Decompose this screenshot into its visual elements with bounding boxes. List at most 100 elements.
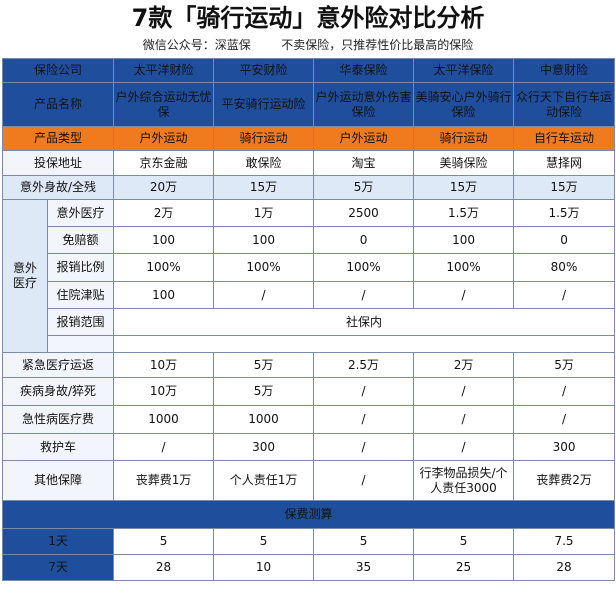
disease-2: 5万 — [213, 377, 315, 406]
ratio-5: 80% — [513, 253, 616, 282]
label-deductible: 免赔额 — [46, 226, 115, 254]
label-company: 保险公司 — [1, 58, 115, 83]
channel-4: 美骑保险 — [413, 150, 515, 176]
deductible-1: 100 — [113, 226, 215, 254]
evac-5: 5万 — [513, 352, 616, 378]
row-hospital: 住院津贴 100 / / / / — [3, 281, 616, 309]
other-5: 丧葬费2万 — [513, 460, 616, 501]
day1-5: 7.5 — [513, 528, 616, 555]
ratio-1: 100% — [113, 253, 215, 282]
ambulance-5: 300 — [513, 433, 616, 461]
row-premium-section: 保费测算 — [1, 500, 616, 529]
death-3: 5万 — [313, 175, 415, 200]
evac-2: 5万 — [213, 352, 315, 378]
row-type: 产品类型 户外运动 骑行运动 户外运动 骑行运动 自行车运动 — [1, 126, 616, 151]
label-medical-group: 意外医疗 — [2, 199, 48, 353]
medical-4: 1.5万 — [413, 199, 515, 227]
label-evac: 紧急医疗运返 — [1, 352, 115, 378]
product-1: 户外综合运动无忧保 — [113, 82, 215, 127]
ratio-3: 100% — [313, 253, 415, 282]
day1-4: 5 — [413, 528, 515, 555]
medical-2: 1万 — [213, 199, 315, 227]
deductible-5: 0 — [513, 226, 616, 254]
product-2: 平安骑行运动险 — [213, 82, 315, 127]
row-channel: 投保地址 京东金融 敢保险 淘宝 美骑保险 慧择网 — [1, 150, 616, 176]
medical-3: 2500 — [313, 199, 415, 227]
other-2: 个人责任1万 — [213, 460, 315, 501]
row-evac: 紧急医疗运返 10万 5万 2.5万 2万 5万 — [1, 352, 616, 378]
company-1: 太平洋财险 — [113, 58, 215, 83]
evac-1: 10万 — [113, 352, 215, 378]
row-day7: 7天 28 10 35 25 28 — [1, 554, 616, 581]
company-3: 华泰保险 — [313, 58, 415, 83]
death-4: 15万 — [413, 175, 515, 200]
label-channel: 投保地址 — [1, 150, 115, 176]
row-death: 意外身故/全残 20万 15万 5万 15万 15万 — [1, 175, 616, 200]
product-4: 美骑安心户外骑行保险 — [413, 82, 515, 127]
type-3: 户外运动 — [313, 126, 415, 151]
ambulance-2: 300 — [213, 433, 315, 461]
acute-1: 1000 — [113, 405, 215, 434]
product-3: 户外运动意外伤害保险 — [313, 82, 415, 127]
medical-1: 2万 — [113, 199, 215, 227]
day1-2: 5 — [213, 528, 315, 555]
premium-section-header: 保费测算 — [1, 500, 616, 529]
day1-3: 5 — [313, 528, 415, 555]
spacer-cell — [113, 335, 616, 353]
day7-5: 28 — [513, 554, 616, 581]
type-2: 骑行运动 — [213, 126, 315, 151]
deductible-3: 0 — [313, 226, 415, 254]
row-deductible: 免赔额 100 100 0 100 0 — [3, 226, 616, 254]
row-ambulance: 救护车 / 300 / / 300 — [1, 433, 616, 461]
company-5: 中意财险 — [513, 58, 616, 83]
other-4: 行李物品损失/个人责任3000 — [413, 460, 515, 501]
row-ratio: 报销比例 100% 100% 100% 100% 80% — [3, 253, 616, 282]
row-scope: 报销范围 社保内 — [3, 308, 616, 336]
row-spacer — [3, 335, 616, 353]
row-disease: 疾病身故/猝死 10万 5万 / / / — [1, 377, 616, 406]
hospital-1: 100 — [113, 281, 215, 309]
channel-2: 敢保险 — [213, 150, 315, 176]
acute-3: / — [313, 405, 415, 434]
other-3: / — [313, 460, 415, 501]
disease-3: / — [313, 377, 415, 406]
row-medical: 意外医疗 意外医疗 2万 1万 2500 1.5万 1.5万 — [2, 199, 616, 353]
channel-3: 淘宝 — [313, 150, 415, 176]
label-acute: 急性病医疗费 — [1, 405, 115, 434]
day1-1: 5 — [113, 528, 215, 555]
day7-4: 25 — [413, 554, 515, 581]
evac-4: 2万 — [413, 352, 515, 378]
death-2: 15万 — [213, 175, 315, 200]
evac-3: 2.5万 — [313, 352, 415, 378]
comparison-table: 保险公司 太平洋财险 平安财险 华泰保险 太平洋保险 中意财险 产品名称 户外综… — [1, 58, 616, 581]
hospital-5: / — [513, 281, 616, 309]
medical-5: 1.5万 — [513, 199, 616, 227]
company-2: 平安财险 — [213, 58, 315, 83]
channel-5: 慧择网 — [513, 150, 616, 176]
ratio-2: 100% — [213, 253, 315, 282]
day7-2: 10 — [213, 554, 315, 581]
type-4: 骑行运动 — [413, 126, 515, 151]
ambulance-1: / — [113, 433, 215, 461]
scope-value: 社保内 — [113, 308, 616, 336]
death-1: 20万 — [113, 175, 215, 200]
label-product: 产品名称 — [1, 82, 115, 127]
row-day1: 1天 5 5 5 5 7.5 — [1, 528, 616, 555]
acute-4: / — [413, 405, 515, 434]
label-ambulance: 救护车 — [1, 433, 115, 461]
label-medical: 意外医疗 — [46, 199, 115, 227]
row-product: 产品名称 户外综合运动无忧保 平安骑行运动险 户外运动意外伤害保险 美骑安心户外… — [1, 82, 616, 127]
disease-4: / — [413, 377, 515, 406]
deductible-4: 100 — [413, 226, 515, 254]
label-death: 意外身故/全残 — [1, 175, 115, 200]
ambulance-3: / — [313, 433, 415, 461]
company-4: 太平洋保险 — [413, 58, 515, 83]
disease-5: / — [513, 377, 616, 406]
product-5: 众行天下自行车运动保险 — [513, 82, 616, 127]
deductible-2: 100 — [213, 226, 315, 254]
label-hospital: 住院津贴 — [46, 281, 115, 309]
label-day1: 1天 — [1, 528, 115, 555]
label-day7: 7天 — [1, 554, 115, 581]
label-disease: 疾病身故/猝死 — [1, 377, 115, 406]
row-other: 其他保障 丧葬费1万 个人责任1万 / 行李物品损失/个人责任3000 丧葬费2… — [1, 460, 616, 501]
